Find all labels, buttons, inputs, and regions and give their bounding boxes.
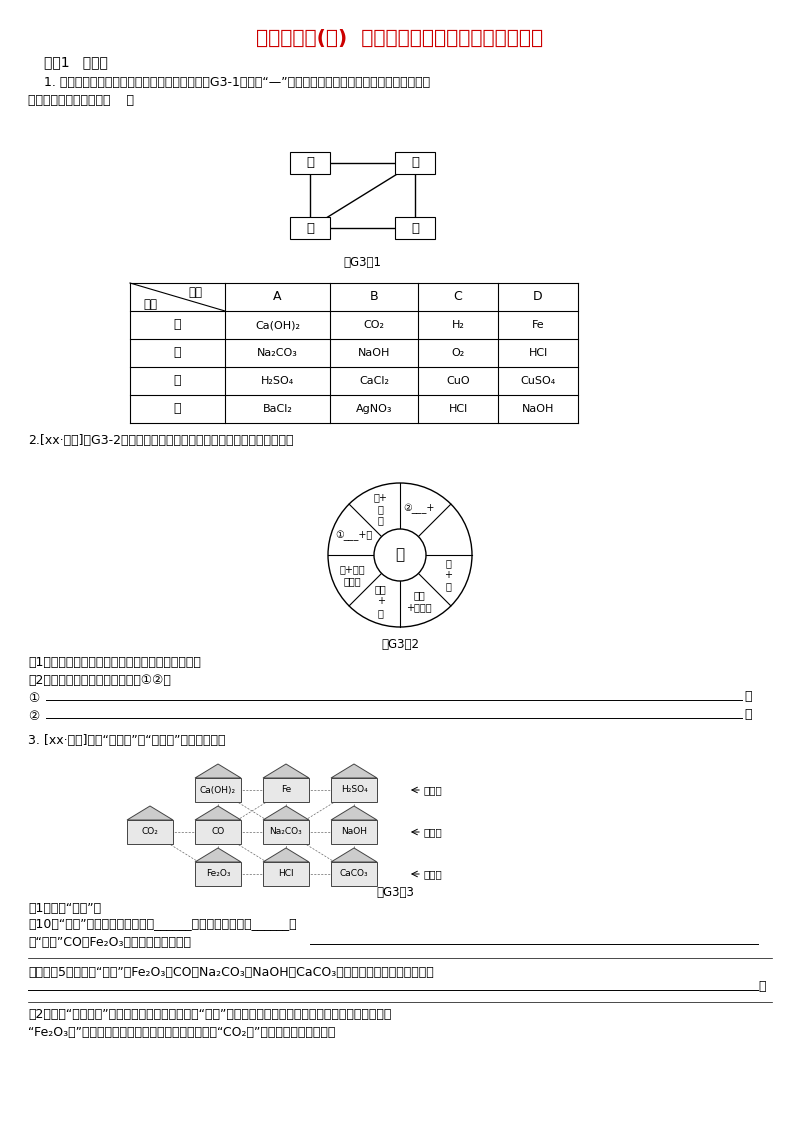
Text: 甲: 甲 <box>306 156 314 170</box>
Bar <box>195 778 241 801</box>
Text: D: D <box>533 291 543 303</box>
Text: BaCl₂: BaCl₂ <box>262 404 293 414</box>
Text: CO: CO <box>211 827 225 837</box>
Text: NaOH: NaOH <box>522 404 554 414</box>
Text: 图G3－3: 图G3－3 <box>376 885 414 899</box>
Text: ；: ； <box>744 691 751 703</box>
Bar <box>331 861 377 886</box>
Text: 。: 。 <box>758 980 766 994</box>
Polygon shape <box>195 764 241 778</box>
Text: A: A <box>274 291 282 303</box>
Polygon shape <box>263 764 309 778</box>
Text: Fe: Fe <box>281 786 291 795</box>
Text: 金属
+非金属: 金属 +非金属 <box>406 591 432 612</box>
Text: 碱+
盐
盐: 碱+ 盐 盐 <box>374 492 388 525</box>
Text: Fe: Fe <box>532 320 544 331</box>
Text: 盐酸有5户相邻的“居民”：Fe₂O₃、CO、Na₂CO₃、NaOH、CaCO₃，其中不能与它发生反应的是: 盐酸有5户相邻的“居民”：Fe₂O₃、CO、Na₂CO₃、NaOH、CaCO₃… <box>28 966 434 978</box>
Polygon shape <box>331 806 377 820</box>
Text: NaOH: NaOH <box>358 348 390 358</box>
Text: Fe₂O₃: Fe₂O₃ <box>206 869 230 878</box>
Text: 丁: 丁 <box>174 403 182 415</box>
Text: H₂SO₄: H₂SO₄ <box>341 786 367 795</box>
Text: ①___+盐: ①___+盐 <box>335 531 373 541</box>
Bar <box>331 820 377 844</box>
Text: Na₂CO₃: Na₂CO₃ <box>257 348 298 358</box>
Text: （1）认识“居民”。: （1）认识“居民”。 <box>28 901 101 915</box>
Text: AgNO₃: AgNO₃ <box>356 404 392 414</box>
Text: 滚动小专题(三)  单质、氧化物、酸硨盐的相互转化: 滚动小专题(三) 单质、氧化物、酸硨盐的相互转化 <box>257 28 543 48</box>
Text: （2）列举相应的化学方程式说明①②：: （2）列举相应的化学方程式说明①②： <box>28 674 171 686</box>
Text: HCl: HCl <box>278 869 294 878</box>
Text: 丙: 丙 <box>174 375 182 387</box>
Bar <box>127 820 173 844</box>
Bar <box>263 861 309 886</box>
Bar <box>263 820 309 844</box>
Text: Na₂CO₃: Na₂CO₃ <box>270 827 302 837</box>
Text: 盐: 盐 <box>395 548 405 563</box>
Text: 类型1   连线型: 类型1 连线型 <box>44 55 108 69</box>
Polygon shape <box>331 764 377 778</box>
Text: 丁: 丁 <box>411 222 419 234</box>
Circle shape <box>374 529 426 581</box>
Bar <box>290 217 330 239</box>
Text: 选项: 选项 <box>188 285 202 299</box>
Text: HCl: HCl <box>528 348 548 358</box>
Text: 。: 。 <box>744 709 751 721</box>
Text: 乙: 乙 <box>411 156 419 170</box>
Text: CO₂: CO₂ <box>363 320 385 331</box>
Text: 乙: 乙 <box>174 346 182 360</box>
Text: Ca(OH)₂: Ca(OH)₂ <box>200 786 236 795</box>
Circle shape <box>328 483 472 627</box>
Text: Ca(OH)₂: Ca(OH)₂ <box>255 320 300 331</box>
Bar <box>195 861 241 886</box>
Text: CuO: CuO <box>446 376 470 386</box>
Polygon shape <box>195 848 241 861</box>
Text: 物质: 物质 <box>143 299 157 311</box>
Text: 出入口: 出入口 <box>424 827 442 837</box>
Text: 1. 甲、乙、丙、丁四种物质的相互反应关系如图G3-1所示（“—”表示相连的物质间能发生反应）。下列符合: 1. 甲、乙、丙、丁四种物质的相互反应关系如图G3-1所示（“—”表示相连的物质… <box>44 77 430 89</box>
Bar <box>395 152 435 174</box>
Text: C: C <box>454 291 462 303</box>
Text: CaCl₂: CaCl₂ <box>359 376 389 386</box>
Text: CuSO₄: CuSO₄ <box>520 376 556 386</box>
Text: 3. [xx·北京]走进“化学村”。“化学村”的布局如下：: 3. [xx·北京]走进“化学村”。“化学村”的布局如下： <box>28 734 226 746</box>
Text: ①: ① <box>28 692 39 704</box>
Text: 甲: 甲 <box>174 318 182 332</box>
Text: O₂: O₂ <box>451 348 465 358</box>
Polygon shape <box>195 806 241 820</box>
Text: “居民”CO与Fe₂O₃反应的化学方程式为: “居民”CO与Fe₂O₃反应的化学方程式为 <box>28 935 191 949</box>
Bar <box>331 778 377 801</box>
Text: 对应反应关系的选项是（    ）: 对应反应关系的选项是（ ） <box>28 94 134 106</box>
Polygon shape <box>331 848 377 861</box>
Text: ②: ② <box>28 710 39 722</box>
Text: 金属
+
酸: 金属 + 酸 <box>375 584 386 618</box>
Text: NaOH: NaOH <box>341 827 367 837</box>
Polygon shape <box>263 806 309 820</box>
Text: ②___+: ②___+ <box>403 504 435 514</box>
Text: 图G3－2: 图G3－2 <box>381 638 419 652</box>
Text: B: B <box>370 291 378 303</box>
Bar <box>395 217 435 239</box>
Text: 碱
+
酸: 碱 + 酸 <box>444 558 452 592</box>
Text: 酸+金属
氧化物: 酸+金属 氧化物 <box>339 564 365 585</box>
Text: H₂SO₄: H₂SO₄ <box>261 376 294 386</box>
Text: 出入口: 出入口 <box>424 784 442 795</box>
Text: （1）分析图中信息，填写相应的文字，完善该图。: （1）分析图中信息，填写相应的文字，完善该图。 <box>28 657 201 669</box>
Text: 图G3－1: 图G3－1 <box>343 256 381 268</box>
Text: 出入口: 出入口 <box>424 869 442 880</box>
Text: CaCO₃: CaCO₃ <box>340 869 368 878</box>
Text: HCl: HCl <box>448 404 468 414</box>
Text: 10户“居民”中，俗称熟石灿的是______，属于氧化物的有______。: 10户“居民”中，俗称熟石灿的是______，属于氧化物的有______。 <box>28 918 297 931</box>
Polygon shape <box>263 848 309 861</box>
Text: CO₂: CO₂ <box>142 827 158 837</box>
Polygon shape <box>127 806 173 820</box>
Bar <box>195 820 241 844</box>
Text: 2.[xx·资阳]图G3-2中各组物质（或溶液）反应均可生成盐（中心圈）。: 2.[xx·资阳]图G3-2中各组物质（或溶液）反应均可生成盐（中心圈）。 <box>28 435 294 447</box>
Text: H₂: H₂ <box>451 320 465 331</box>
Text: （2）认识“村中的路”。只有相邻且能相互反应的“居民”间才是通路。例如，图中涂成黑色实线的是一条从: （2）认识“村中的路”。只有相邻且能相互反应的“居民”间才是通路。例如，图中涂成… <box>28 1009 391 1021</box>
Bar <box>263 778 309 801</box>
Text: “Fe₂O₃家”到达出入口的路。请你在图中涂出一条从“CO₂家”到达任一出入口的路。: “Fe₂O₃家”到达出入口的路。请你在图中涂出一条从“CO₂家”到达任一出入口的… <box>28 1026 335 1038</box>
Text: 丙: 丙 <box>306 222 314 234</box>
Bar <box>290 152 330 174</box>
